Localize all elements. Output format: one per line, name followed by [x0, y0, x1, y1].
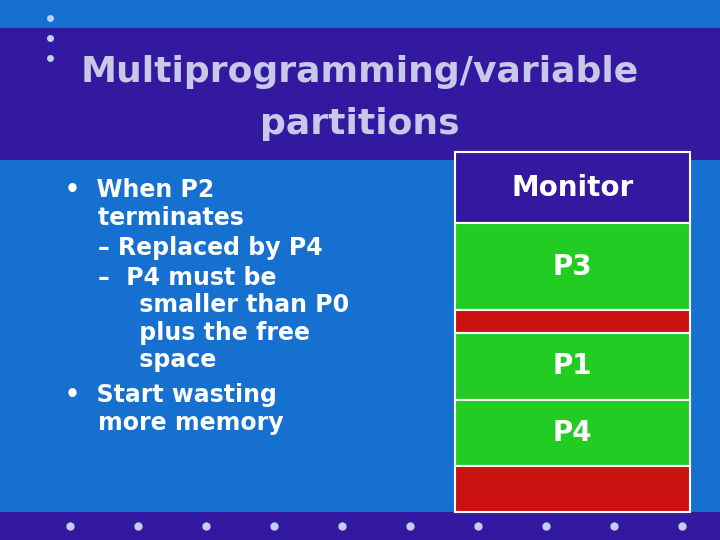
Bar [455, 310, 690, 333]
Text: •  When P2: • When P2 [65, 178, 214, 202]
Bar [455, 152, 690, 224]
Text: P1: P1 [553, 353, 593, 381]
Text: smaller than P0: smaller than P0 [65, 293, 349, 317]
Text: •  Start wasting: • Start wasting [65, 383, 276, 407]
Text: P4: P4 [553, 419, 593, 447]
Text: terminates: terminates [65, 206, 243, 230]
Text: more memory: more memory [65, 411, 284, 435]
Text: plus the free: plus the free [65, 321, 310, 345]
Bar [0, 512, 720, 540]
Text: – Replaced by P4: – Replaced by P4 [65, 236, 323, 260]
Bar [0, 28, 720, 160]
Bar [455, 400, 690, 466]
Text: space: space [65, 348, 216, 372]
Text: P3: P3 [553, 253, 593, 281]
Text: Multiprogramming/variable: Multiprogramming/variable [81, 55, 639, 89]
Text: partitions: partitions [260, 107, 460, 141]
Bar [455, 224, 690, 310]
Text: Monitor: Monitor [511, 174, 634, 202]
Bar [455, 466, 690, 512]
Text: –  P4 must be: – P4 must be [65, 266, 276, 290]
Bar [455, 333, 690, 400]
